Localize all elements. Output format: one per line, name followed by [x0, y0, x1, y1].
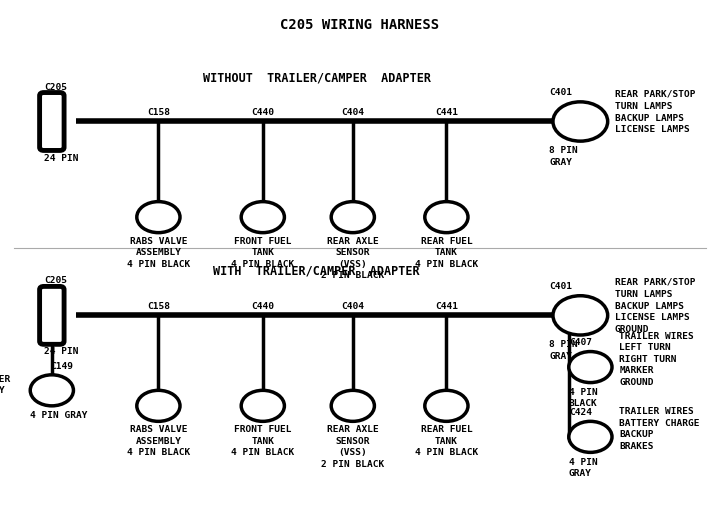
Circle shape: [241, 202, 284, 233]
Text: REAR FUEL
TANK
4 PIN BLACK: REAR FUEL TANK 4 PIN BLACK: [415, 237, 478, 269]
Circle shape: [331, 202, 374, 233]
Text: C441: C441: [435, 109, 458, 117]
Circle shape: [331, 390, 374, 421]
Text: REAR PARK/STOP
TURN LAMPS
BACKUP LAMPS
LICENSE LAMPS: REAR PARK/STOP TURN LAMPS BACKUP LAMPS L…: [615, 90, 696, 134]
Text: RABS VALVE
ASSEMBLY
4 PIN BLACK: RABS VALVE ASSEMBLY 4 PIN BLACK: [127, 425, 190, 458]
Text: C205: C205: [44, 277, 67, 285]
Text: C440: C440: [251, 302, 274, 311]
Circle shape: [137, 202, 180, 233]
Text: C158: C158: [147, 109, 170, 117]
Circle shape: [137, 390, 180, 421]
Text: 24 PIN: 24 PIN: [44, 154, 78, 162]
Text: FRONT FUEL
TANK
4 PIN BLACK: FRONT FUEL TANK 4 PIN BLACK: [231, 237, 294, 269]
Circle shape: [569, 421, 612, 452]
Text: 4 PIN
BLACK: 4 PIN BLACK: [569, 388, 598, 408]
Text: WITH  TRAILER/CAMPER  ADAPTER: WITH TRAILER/CAMPER ADAPTER: [214, 265, 420, 278]
Text: C205: C205: [44, 83, 67, 92]
Text: TRAILER WIRES
LEFT TURN
RIGHT TURN
MARKER
GROUND: TRAILER WIRES LEFT TURN RIGHT TURN MARKE…: [619, 332, 694, 387]
Text: C441: C441: [435, 302, 458, 311]
Text: REAR PARK/STOP
TURN LAMPS
BACKUP LAMPS
LICENSE LAMPS
GROUND: REAR PARK/STOP TURN LAMPS BACKUP LAMPS L…: [615, 278, 696, 334]
Circle shape: [569, 352, 612, 383]
Circle shape: [30, 375, 73, 406]
Text: RABS VALVE
ASSEMBLY
4 PIN BLACK: RABS VALVE ASSEMBLY 4 PIN BLACK: [127, 237, 190, 269]
Text: REAR FUEL
TANK
4 PIN BLACK: REAR FUEL TANK 4 PIN BLACK: [415, 425, 478, 458]
Circle shape: [553, 102, 608, 141]
Text: C424: C424: [569, 408, 592, 417]
FancyBboxPatch shape: [40, 93, 64, 150]
Text: 4 PIN
GRAY: 4 PIN GRAY: [569, 458, 598, 478]
Circle shape: [553, 296, 608, 335]
Text: 4 PIN GRAY: 4 PIN GRAY: [30, 411, 88, 420]
FancyBboxPatch shape: [40, 286, 64, 344]
Text: C404: C404: [341, 109, 364, 117]
Text: REAR AXLE
SENSOR
(VSS)
2 PIN BLACK: REAR AXLE SENSOR (VSS) 2 PIN BLACK: [321, 237, 384, 280]
Text: 8 PIN
GRAY: 8 PIN GRAY: [549, 340, 578, 361]
Text: FRONT FUEL
TANK
4 PIN BLACK: FRONT FUEL TANK 4 PIN BLACK: [231, 425, 294, 458]
Circle shape: [425, 390, 468, 421]
Text: 8 PIN
GRAY: 8 PIN GRAY: [549, 146, 578, 167]
Text: C401: C401: [549, 282, 572, 291]
Text: C407: C407: [569, 339, 592, 347]
Text: TRAILER WIRES
BATTERY CHARGE
BACKUP
BRAKES: TRAILER WIRES BATTERY CHARGE BACKUP BRAK…: [619, 407, 700, 451]
Text: 24 PIN: 24 PIN: [44, 347, 78, 356]
Circle shape: [241, 390, 284, 421]
Text: C158: C158: [147, 302, 170, 311]
Text: WITHOUT  TRAILER/CAMPER  ADAPTER: WITHOUT TRAILER/CAMPER ADAPTER: [203, 71, 431, 84]
Text: C205 WIRING HARNESS: C205 WIRING HARNESS: [280, 18, 440, 32]
Text: C440: C440: [251, 109, 274, 117]
Text: REAR AXLE
SENSOR
(VSS)
2 PIN BLACK: REAR AXLE SENSOR (VSS) 2 PIN BLACK: [321, 425, 384, 469]
Text: C149: C149: [50, 362, 73, 371]
Circle shape: [425, 202, 468, 233]
Text: C404: C404: [341, 302, 364, 311]
Text: TRAILER
RELAY
BOX: TRAILER RELAY BOX: [0, 375, 11, 406]
Text: C401: C401: [549, 88, 572, 97]
